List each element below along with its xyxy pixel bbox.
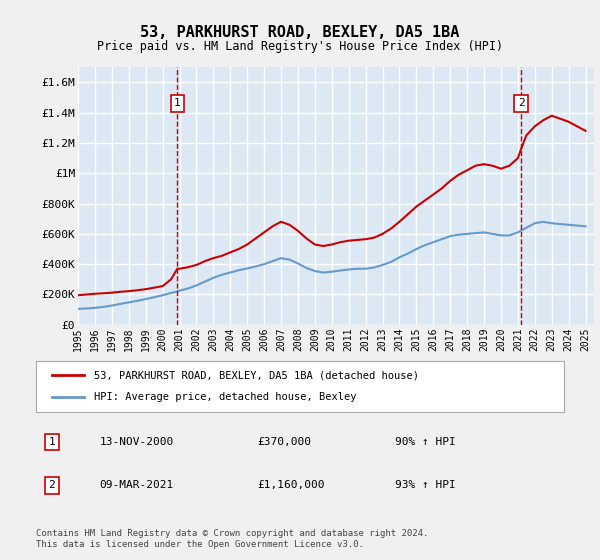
Text: 13-NOV-2000: 13-NOV-2000 xyxy=(100,437,173,447)
Text: 90% ↑ HPI: 90% ↑ HPI xyxy=(395,437,456,447)
Text: 53, PARKHURST ROAD, BEXLEY, DA5 1BA: 53, PARKHURST ROAD, BEXLEY, DA5 1BA xyxy=(140,25,460,40)
Text: £370,000: £370,000 xyxy=(258,437,312,447)
Text: Contains HM Land Registry data © Crown copyright and database right 2024.
This d: Contains HM Land Registry data © Crown c… xyxy=(36,529,428,549)
Text: 2: 2 xyxy=(518,98,524,108)
Text: 2: 2 xyxy=(49,480,55,491)
Text: HPI: Average price, detached house, Bexley: HPI: Average price, detached house, Bexl… xyxy=(94,393,356,403)
Text: 1: 1 xyxy=(49,437,55,447)
Text: 09-MAR-2021: 09-MAR-2021 xyxy=(100,480,173,491)
Text: £1,160,000: £1,160,000 xyxy=(258,480,325,491)
Text: Price paid vs. HM Land Registry's House Price Index (HPI): Price paid vs. HM Land Registry's House … xyxy=(97,40,503,53)
Text: 1: 1 xyxy=(174,98,181,108)
Text: 93% ↑ HPI: 93% ↑ HPI xyxy=(395,480,456,491)
Text: 53, PARKHURST ROAD, BEXLEY, DA5 1BA (detached house): 53, PARKHURST ROAD, BEXLEY, DA5 1BA (det… xyxy=(94,370,419,380)
